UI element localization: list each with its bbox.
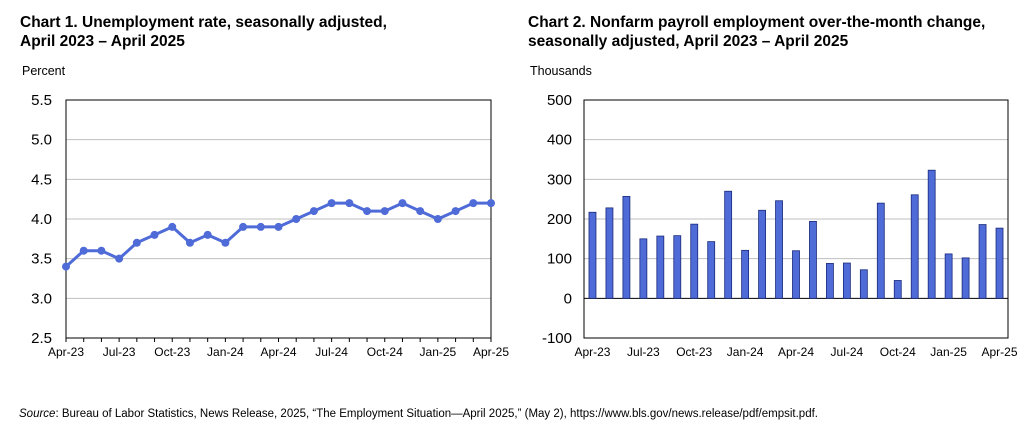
chart2-x-tick-label: Apr-23 <box>574 345 610 359</box>
chart2-x-tick-label: Oct-24 <box>880 345 916 359</box>
chart1-data-point <box>469 199 478 208</box>
chart2-y-axis-label: Thousands <box>530 64 592 78</box>
chart2-bar <box>859 269 868 299</box>
chart2-x-tick-label: Jan-24 <box>727 345 764 359</box>
chart2-bar <box>961 257 970 299</box>
chart1-y-tick-label: 5.5 <box>31 92 52 109</box>
chart2-title-line1: Chart 2. Nonfarm payroll employment over… <box>528 14 986 31</box>
chart2-plot-frame <box>583 99 1009 339</box>
chart2-x-tick-label: Apr-24 <box>778 345 814 359</box>
chart2-bar <box>690 223 699 299</box>
chart1-x-tick-label: Jul-23 <box>103 345 136 359</box>
chart2-y-tick-label: 300 <box>547 171 572 188</box>
chart1-x-tick-label: Oct-23 <box>154 345 190 359</box>
chart1-data-point <box>62 262 70 271</box>
chart1-data-point <box>274 222 283 231</box>
chart2-bar <box>605 207 614 299</box>
chart1-y-tick-label: 4.5 <box>31 171 52 188</box>
chart1-data-point <box>487 199 495 208</box>
chart1-y-tick-label: 4.0 <box>31 211 52 228</box>
chart1-y-tick-label: 3.5 <box>31 251 52 268</box>
chart2-bar <box>741 249 750 299</box>
chart1-data-point <box>185 238 194 247</box>
chart2-y-tick-label: 400 <box>547 132 572 149</box>
chart1-data-point <box>115 254 124 263</box>
chart1-x-tick-label: Jan-24 <box>207 345 244 359</box>
chart1-title: Chart 1. Unemployment rate, seasonally a… <box>20 13 440 51</box>
chart1-y-axis-label: Percent <box>22 64 66 78</box>
chart1-data-point <box>380 207 389 216</box>
chart1-data-point <box>309 207 318 216</box>
chart1-data-point <box>256 222 265 231</box>
chart1-data-point <box>398 199 407 208</box>
chart1-data-point <box>168 222 177 231</box>
chart1-x-tick-label: Apr-25 <box>473 345 509 359</box>
chart1-data-point <box>79 246 88 255</box>
chart2-bar <box>639 238 648 299</box>
chart2-bar <box>927 169 936 299</box>
chart2-bar <box>622 195 631 299</box>
chart1-x-tick-label: Jul-24 <box>315 345 348 359</box>
chart2-bar <box>826 263 834 299</box>
chart2-y-tick-label: 100 <box>547 251 572 268</box>
chart2-bar <box>809 220 817 299</box>
chart1-series-line <box>64 201 491 268</box>
chart2-bar <box>842 262 851 299</box>
chart1-data-point <box>345 199 354 208</box>
chart1-data-point <box>97 246 106 255</box>
source-label: Source <box>19 408 56 420</box>
chart1-data-point <box>327 199 336 208</box>
chart2-bar <box>707 241 716 299</box>
chart2-x-tick-label: Jul-23 <box>627 345 660 359</box>
chart1-data-point <box>132 238 141 247</box>
chart1-y-tick-label: 3.0 <box>31 290 52 307</box>
chart1-x-tick-label: Oct-24 <box>367 345 403 359</box>
chart2-bar <box>893 280 902 299</box>
chart2-title: Chart 2. Nonfarm payroll employment over… <box>528 13 1008 51</box>
chart2-bar <box>944 253 953 299</box>
chart2-x-tick-label: Apr-25 <box>982 345 1018 359</box>
chart2-y-tick-label: 0 <box>564 290 572 307</box>
chart2-bar <box>910 194 919 299</box>
chart2-x-tick-label: Jul-24 <box>831 345 864 359</box>
chart1-data-point <box>292 215 301 223</box>
chart2-bar <box>995 227 1004 299</box>
chart1-data-point <box>416 207 425 216</box>
chart1-x-tick-label: Apr-24 <box>260 345 296 359</box>
chart1-data-point <box>451 207 460 216</box>
chart2-bar <box>758 209 766 299</box>
chart2-y-tick-label: 500 <box>547 92 572 109</box>
chart1-title-line2: April 2023 – April 2025 <box>20 33 185 50</box>
chart1-data-point <box>363 207 372 216</box>
chart1-x-tick-label: Apr-23 <box>48 345 84 359</box>
source-text: : Bureau of Labor Statistics, News Relea… <box>55 408 818 420</box>
chart2-bar <box>792 250 800 299</box>
chart2-x-tick-label: Jan-25 <box>930 345 967 359</box>
chart2-bar <box>876 202 885 299</box>
chart1-data-point <box>221 238 230 247</box>
chart2-y-tick-label: 200 <box>547 211 572 228</box>
chart1-data-point <box>239 222 248 231</box>
chart1-data-point <box>433 215 442 223</box>
chart2-bar <box>775 200 783 299</box>
chart2-title-line2: seasonally adjusted, April 2023 – April … <box>528 33 849 50</box>
chart2-bar <box>656 235 665 299</box>
chart1-data-point <box>203 230 212 239</box>
chart1-y-tick-label: 5.0 <box>31 132 52 149</box>
chart1-x-tick-label: Jan-25 <box>420 345 457 359</box>
source-note: Source: Bureau of Labor Statistics, News… <box>19 408 818 420</box>
chart1-y-tick-label: 2.5 <box>31 330 52 347</box>
chart1-title-line1: Chart 1. Unemployment rate, seasonally a… <box>20 14 387 31</box>
chart2-bar <box>978 224 987 299</box>
chart1-data-point <box>150 230 159 239</box>
chart2-bar <box>673 235 682 299</box>
chart2-bar <box>588 211 597 299</box>
chart2-y-tick-label: -100 <box>542 330 572 347</box>
chart2-x-tick-label: Oct-23 <box>676 345 712 359</box>
chart2-bar <box>724 190 733 299</box>
